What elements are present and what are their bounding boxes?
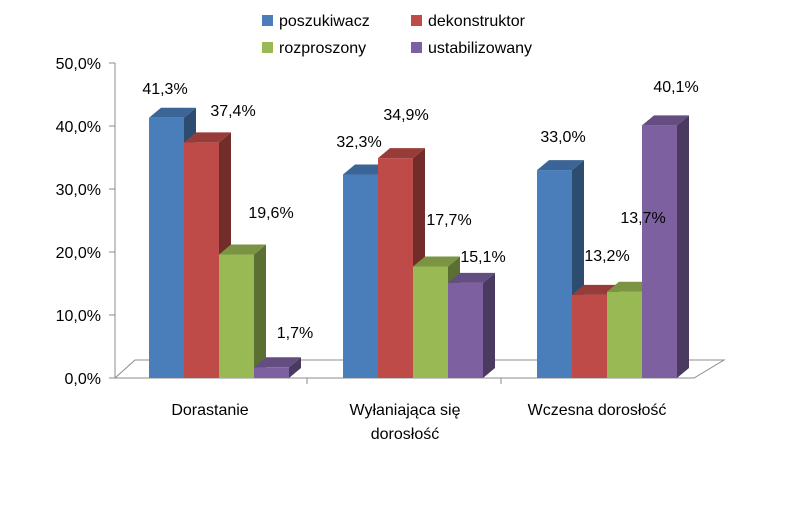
- bar-top: [378, 148, 425, 159]
- legend-label: poszukiwacz: [279, 13, 370, 30]
- category-label: Wczesna dorosłość: [528, 402, 667, 419]
- x-axis-categories: Dorastanie Wyłaniająca się dorosłość Wczesn…: [171, 402, 666, 443]
- bar-front: [184, 142, 219, 378]
- legend-swatch: [411, 42, 422, 53]
- bar-top: [184, 132, 231, 143]
- data-label: 13,7%: [620, 210, 665, 227]
- legend-item-ustabilizowany: ustabilizowany: [411, 40, 532, 57]
- bar-side: [483, 272, 495, 378]
- data-label: 34,9%: [383, 107, 428, 124]
- data-label: 37,4%: [210, 103, 255, 120]
- y-tick-label: 40,0%: [56, 119, 101, 136]
- bar-ustabilizowany: [642, 115, 689, 379]
- data-label: 32,3%: [336, 134, 381, 151]
- bar-dekonstruktor: [184, 132, 231, 378]
- bar-top: [149, 107, 196, 118]
- bar-front: [149, 117, 184, 378]
- bar-top: [254, 357, 301, 368]
- bars: [149, 107, 689, 379]
- data-label: 33,0%: [540, 129, 585, 146]
- data-label: 17,7%: [426, 212, 471, 229]
- bar-ustabilizowany: [448, 272, 495, 378]
- y-tick-label: 0,0%: [65, 371, 101, 388]
- bar-front: [343, 174, 378, 378]
- bar-ustabilizowany: [254, 357, 301, 378]
- legend: poszukiwacz dekonstruktor rozproszony ustab…: [262, 13, 532, 57]
- bar-front: [572, 294, 607, 378]
- bar-top: [219, 244, 266, 255]
- y-tick-label: 20,0%: [56, 245, 101, 262]
- data-label: 13,2%: [584, 248, 629, 265]
- bar-front: [448, 282, 483, 378]
- y-tick-label: 10,0%: [56, 308, 101, 325]
- bar-front: [537, 170, 572, 378]
- y-tick-label: 30,0%: [56, 182, 101, 199]
- data-label: 1,7%: [277, 325, 313, 342]
- bar-front: [254, 367, 289, 378]
- y-tick-label: 50,0%: [56, 56, 101, 73]
- bar-front: [642, 125, 677, 379]
- bar-top: [448, 272, 495, 283]
- legend-item-dekonstruktor: dekonstruktor: [411, 13, 526, 30]
- bar-side: [289, 357, 301, 378]
- bar-front: [219, 254, 254, 378]
- data-label: 41,3%: [142, 81, 187, 98]
- bar-front: [607, 291, 642, 378]
- legend-label: rozproszony: [279, 40, 366, 57]
- legend-swatch: [262, 15, 273, 26]
- legend-swatch: [411, 15, 422, 26]
- data-label: 19,6%: [248, 205, 293, 222]
- data-labels: 41,3% 32,3% 33,0% 37,4% 34,9% 13,2% 19,6% 17,7%…: [142, 79, 698, 342]
- data-label: 40,1%: [653, 79, 698, 96]
- data-label: 15,1%: [460, 249, 505, 266]
- legend-item-poszukiwacz: poszukiwacz: [262, 13, 370, 30]
- bar-top: [642, 115, 689, 126]
- legend-item-rozproszony: rozproszony: [262, 40, 366, 57]
- legend-swatch: [262, 42, 273, 53]
- category-label: Wyłaniająca się dorosłość: [349, 402, 460, 443]
- legend-label: ustabilizowany: [428, 40, 532, 57]
- bar-rozproszony: [219, 244, 266, 378]
- legend-label: dekonstruktor: [428, 13, 526, 30]
- bar-side: [677, 115, 689, 379]
- bar-top: [413, 256, 460, 267]
- bar-front: [413, 266, 448, 378]
- bar-top: [537, 160, 584, 171]
- category-label: Dorastanie: [171, 402, 248, 419]
- bar-front: [378, 158, 413, 378]
- bar-side: [254, 244, 266, 378]
